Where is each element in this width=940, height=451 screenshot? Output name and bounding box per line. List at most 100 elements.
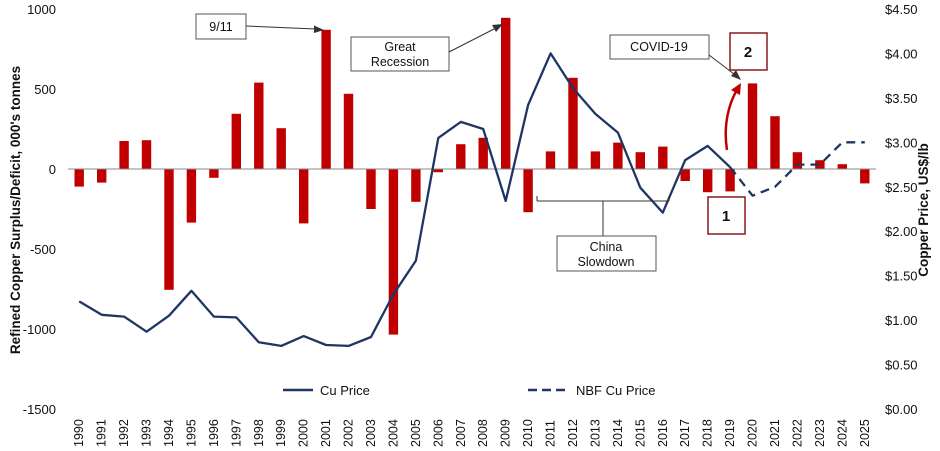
right-tick: $0.00 bbox=[885, 402, 918, 417]
annotation-china-slowdown: China Slowdown bbox=[536, 196, 670, 272]
bar-2021 bbox=[770, 116, 780, 169]
left-axis-title: Refined Copper Surplus/Deficit, 000's to… bbox=[8, 66, 23, 354]
bar-1991 bbox=[97, 169, 107, 183]
x-tick-2014: 2014 bbox=[611, 419, 625, 447]
right-axis-title: Copper Price, US$/lb bbox=[916, 143, 931, 277]
bar-2006 bbox=[433, 169, 443, 173]
bar-2025 bbox=[860, 169, 870, 184]
great-recession-line2: Recession bbox=[371, 55, 429, 69]
bar-2010 bbox=[523, 169, 533, 213]
bar-2019 bbox=[725, 169, 735, 192]
x-tick-2012: 2012 bbox=[566, 419, 580, 447]
left-axis-ticks: 1000 500 0 -500 -1000 -1500 bbox=[23, 2, 56, 417]
x-tick-2018: 2018 bbox=[701, 419, 715, 447]
x-tick-2020: 2020 bbox=[746, 419, 760, 447]
covid-text: COVID-19 bbox=[630, 40, 688, 54]
bar-2018 bbox=[703, 169, 713, 193]
right-tick: $2.00 bbox=[885, 224, 918, 239]
x-tick-1993: 1993 bbox=[140, 419, 154, 447]
x-tick-2010: 2010 bbox=[521, 419, 535, 447]
bar-1998 bbox=[254, 82, 264, 169]
marker-1-box: 1 bbox=[707, 196, 746, 235]
x-tick-2000: 2000 bbox=[297, 419, 311, 447]
bar-2017 bbox=[680, 169, 690, 181]
bar-1992 bbox=[119, 141, 129, 169]
nbf-cu-price-line bbox=[729, 141, 865, 197]
cu-price-line bbox=[78, 52, 731, 348]
left-tick: 1000 bbox=[27, 2, 56, 17]
legend: Cu Price NBF Cu Price bbox=[283, 383, 655, 398]
bar-1995 bbox=[186, 169, 197, 223]
x-tick-1999: 1999 bbox=[274, 419, 288, 447]
annotation-covid: COVID-19 bbox=[609, 34, 741, 80]
bar-2023 bbox=[815, 160, 825, 169]
bar-1996 bbox=[209, 169, 219, 178]
x-tick-2015: 2015 bbox=[633, 419, 647, 447]
legend-nbf-price-label: NBF Cu Price bbox=[576, 383, 655, 398]
red-curved-arrow bbox=[724, 83, 741, 151]
x-tick-2002: 2002 bbox=[342, 419, 356, 447]
right-tick: $4.50 bbox=[885, 2, 918, 17]
x-tick-1991: 1991 bbox=[95, 419, 109, 447]
great-recession-line1: Great bbox=[384, 40, 416, 54]
x-tick-2019: 2019 bbox=[723, 419, 737, 447]
bar-2008 bbox=[478, 137, 488, 169]
bar-2015 bbox=[635, 152, 645, 169]
x-tick-2017: 2017 bbox=[678, 419, 692, 447]
marker-2-text: 2 bbox=[744, 44, 752, 61]
bar-1997 bbox=[231, 113, 241, 169]
annotation-great-recession: Great Recession bbox=[350, 24, 503, 72]
x-axis-ticks: 1990 1991 1992 1993 1994 1995 1996 1997 1998 1999… bbox=[72, 419, 872, 447]
bar-1993 bbox=[141, 140, 152, 169]
x-tick-2023: 2023 bbox=[813, 419, 827, 447]
x-tick-2007: 2007 bbox=[454, 419, 468, 447]
bar-2000 bbox=[299, 169, 309, 224]
left-tick: -500 bbox=[30, 242, 56, 257]
right-tick: $0.50 bbox=[885, 358, 918, 373]
bar-2013 bbox=[590, 151, 601, 169]
right-tick: $1.50 bbox=[885, 269, 918, 284]
x-tick-2003: 2003 bbox=[364, 419, 378, 447]
china-line1: China bbox=[590, 240, 623, 254]
bar-2002 bbox=[343, 93, 354, 169]
marker-2-box: 2 bbox=[729, 32, 768, 71]
x-tick-1997: 1997 bbox=[229, 419, 243, 447]
annotation-911: 9/11 bbox=[195, 13, 324, 40]
x-tick-2008: 2008 bbox=[476, 419, 490, 447]
left-tick: -1500 bbox=[23, 402, 56, 417]
bar-2020 bbox=[747, 83, 758, 169]
bar-1990 bbox=[74, 169, 84, 187]
marker-1-text: 1 bbox=[722, 208, 730, 225]
bar-1999 bbox=[276, 128, 286, 169]
right-tick: $1.00 bbox=[885, 313, 918, 328]
x-tick-1996: 1996 bbox=[207, 419, 221, 447]
price-lines bbox=[78, 52, 865, 348]
x-tick-2004: 2004 bbox=[386, 419, 400, 447]
bar-2001 bbox=[321, 29, 331, 169]
bar-2004 bbox=[388, 169, 399, 335]
x-tick-2011: 2011 bbox=[544, 420, 558, 447]
bar-2007 bbox=[456, 144, 466, 169]
left-tick: 500 bbox=[34, 82, 56, 97]
right-tick: $3.00 bbox=[885, 135, 918, 150]
right-axis-ticks: $4.50 $4.00 $3.50 $3.00 $2.50 $2.00 $1.50 $1.00… bbox=[885, 2, 918, 417]
x-tick-1992: 1992 bbox=[117, 419, 131, 447]
legend-cu-price-label: Cu Price bbox=[320, 383, 370, 398]
bar-2014 bbox=[613, 142, 623, 169]
bar-2005 bbox=[411, 169, 421, 202]
right-tick: $3.50 bbox=[885, 91, 918, 106]
right-tick: $2.50 bbox=[885, 180, 918, 195]
bar-2011 bbox=[545, 151, 556, 169]
x-tick-2024: 2024 bbox=[835, 419, 849, 447]
x-tick-2022: 2022 bbox=[790, 419, 804, 447]
bar-1994 bbox=[164, 169, 174, 290]
bar-2016 bbox=[658, 146, 668, 169]
bar-2012 bbox=[568, 77, 578, 169]
annotation-911-text: 9/11 bbox=[209, 20, 232, 34]
x-tick-1994: 1994 bbox=[162, 419, 176, 447]
x-tick-1995: 1995 bbox=[184, 419, 198, 447]
left-tick: -1000 bbox=[23, 322, 56, 337]
left-tick: 0 bbox=[49, 162, 56, 177]
bar-2009 bbox=[501, 17, 511, 169]
